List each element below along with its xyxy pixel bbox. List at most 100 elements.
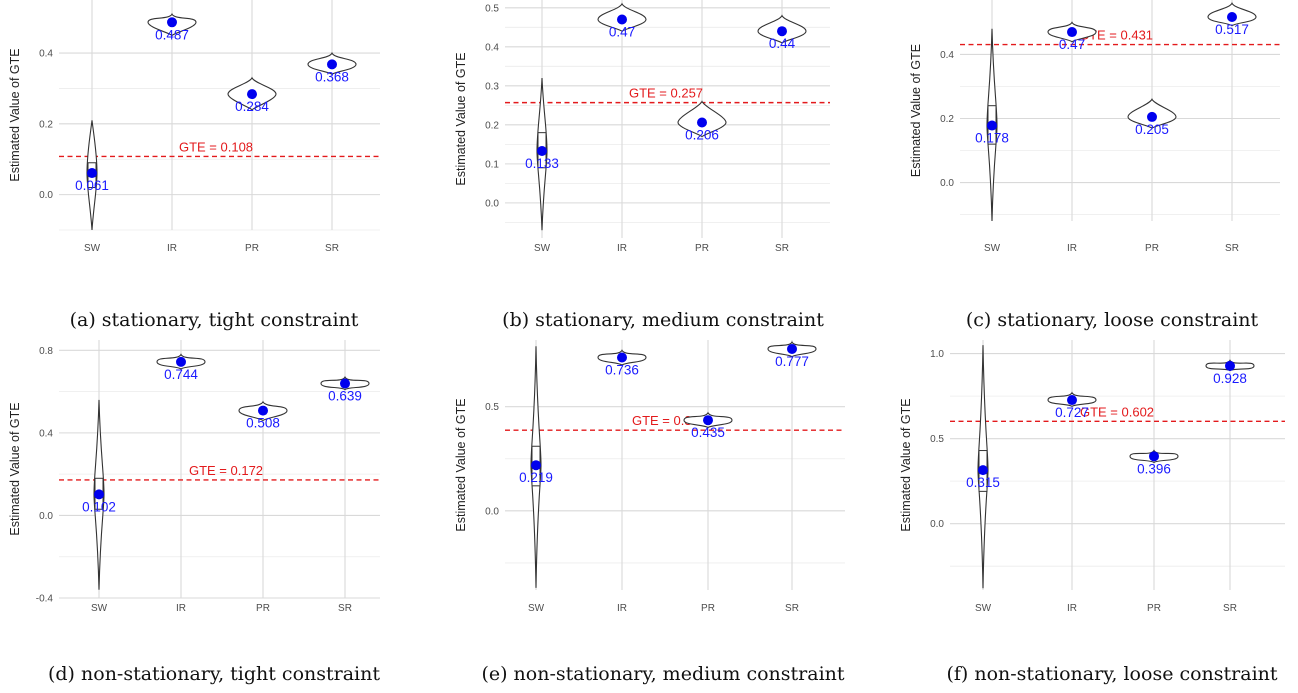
gte-label: GTE = 0.257 (629, 86, 703, 101)
mean-label-PR: 0.435 (691, 425, 725, 440)
mean-point-PR (1147, 111, 1157, 122)
mean-label-IR: 0.744 (164, 367, 198, 382)
y-tick-label: 0.8 (39, 346, 53, 357)
mean-point-SW (978, 465, 988, 476)
mean-label-SW: 0.315 (966, 475, 1000, 490)
mean-label-SR: 0.639 (328, 389, 362, 404)
y-tick-label: 0.5 (930, 434, 944, 445)
mean-label-SW: 0.178 (975, 131, 1009, 146)
panel-1: 0.0 0.1 0.2 0.3 0.4 0.5 GTE = 0.257 0.133 SW 0.47… (454, 0, 830, 331)
mean-point-IR (617, 352, 627, 363)
mean-point-SR (1227, 11, 1237, 22)
y-tick-label: 0.0 (39, 190, 53, 201)
mean-label-PR: 0.396 (1137, 461, 1171, 476)
gte-label: GTE = 0.602 (1080, 404, 1154, 419)
panel-5: 0.0 0.5 1.0 GTE = 0.602 0.315 SW 0.727 IR 0.396 P… (899, 340, 1285, 685)
mean-label-IR: 0.727 (1055, 405, 1089, 420)
gte-label: GTE = 0.431 (1079, 28, 1153, 43)
x-tick-label: SW (91, 603, 108, 614)
mean-point-PR (703, 415, 713, 426)
y-tick-label: 0.4 (39, 49, 53, 60)
y-tick-label: -0.4 (36, 594, 54, 605)
mean-point-PR (697, 117, 707, 128)
x-tick-label: PR (256, 603, 270, 614)
x-tick-label: SR (1223, 603, 1237, 614)
x-tick-label: IR (617, 243, 627, 254)
panel-0: 0.0 0.2 0.4 GTE = 0.108 0.061 SW 0.487 IR 0.284 P… (8, 0, 380, 331)
mean-label-SW: 0.133 (525, 156, 559, 171)
panel-2: 0.0 0.2 0.4 GTE = 0.431 0.178 SW 0.47 IR 0.205 PR… (909, 0, 1280, 331)
y-tick-label: 0.0 (485, 506, 499, 517)
mean-point-SR (1225, 360, 1235, 371)
mean-label-PR: 0.508 (246, 416, 280, 431)
mean-point-PR (258, 405, 268, 416)
mean-label-IR: 0.47 (1059, 37, 1085, 52)
mean-point-SW (987, 120, 997, 131)
x-tick-label: SR (1225, 243, 1239, 254)
y-tick-label: 0.0 (39, 511, 53, 522)
x-tick-label: SW (984, 243, 1001, 254)
mean-point-IR (1067, 395, 1077, 406)
x-tick-label: IR (1067, 603, 1077, 614)
x-tick-label: PR (695, 243, 709, 254)
mean-point-IR (167, 17, 177, 28)
mean-label-PR: 0.284 (235, 99, 269, 114)
gte-label: GTE = 0.172 (189, 463, 263, 478)
y-tick-label: 0.0 (485, 198, 499, 209)
panel-caption: (b) stationary, medium constraint (502, 309, 824, 331)
mean-label-SW: 0.061 (75, 178, 109, 193)
gte-label: GTE = 0.108 (179, 139, 253, 154)
mean-label-SR: 0.517 (1215, 22, 1249, 37)
y-axis-label: Estimated Value of GTE (454, 52, 468, 185)
mean-point-IR (617, 14, 627, 25)
panel-caption: (d) non-stationary, tight constraint (48, 663, 380, 685)
y-tick-label: 0.2 (39, 119, 53, 130)
panel-caption: (a) stationary, tight constraint (70, 309, 359, 331)
panel-caption: (f) non-stationary, loose constraint (946, 663, 1277, 685)
y-tick-label: 0.4 (39, 428, 53, 439)
x-tick-label: PR (245, 243, 259, 254)
x-tick-label: IR (176, 603, 186, 614)
x-tick-label: SR (785, 603, 799, 614)
mean-point-SR (777, 26, 787, 37)
mean-point-SR (340, 378, 350, 389)
mean-label-SR: 0.777 (775, 354, 809, 369)
mean-label-PR: 0.206 (685, 128, 719, 143)
mean-label-IR: 0.487 (155, 27, 189, 42)
mean-point-SW (531, 460, 541, 471)
mean-label-SR: 0.928 (1213, 371, 1247, 386)
mean-point-IR (176, 356, 186, 367)
y-axis-label: Estimated Value of GTE (8, 402, 22, 535)
mean-label-SR: 0.368 (315, 69, 349, 84)
x-tick-label: SW (528, 603, 545, 614)
mean-point-PR (247, 89, 257, 100)
mean-label-PR: 0.205 (1135, 122, 1169, 137)
mean-point-SR (787, 343, 797, 354)
x-tick-label: PR (1145, 243, 1159, 254)
x-tick-label: SW (84, 243, 101, 254)
y-tick-label: 1.0 (930, 349, 944, 360)
y-tick-label: 0.0 (930, 519, 944, 530)
x-tick-label: SW (534, 243, 551, 254)
mean-point-SW (94, 489, 104, 500)
y-axis-label: Estimated Value of GTE (899, 398, 913, 531)
y-axis-label: Estimated Value of GTE (454, 398, 468, 531)
y-axis-label: Estimated Value of GTE (909, 44, 923, 177)
x-tick-label: IR (1067, 243, 1077, 254)
mean-point-PR (1149, 451, 1159, 462)
panel-caption: (c) stationary, loose constraint (966, 309, 1259, 331)
x-tick-label: PR (701, 603, 715, 614)
x-tick-label: IR (617, 603, 627, 614)
x-tick-label: SR (325, 243, 339, 254)
mean-label-IR: 0.736 (605, 363, 639, 378)
y-tick-label: 0.5 (485, 3, 499, 14)
mean-point-SW (87, 168, 97, 179)
panel-caption: (e) non-stationary, medium constraint (481, 663, 844, 685)
mean-label-IR: 0.47 (609, 25, 635, 40)
x-tick-label: SR (775, 243, 789, 254)
panel-3: -0.4 0.0 0.4 0.8 GTE = 0.172 0.102 SW 0.744 IR 0.… (8, 340, 380, 685)
x-tick-label: SW (975, 603, 992, 614)
y-tick-label: 0.1 (485, 159, 499, 170)
y-tick-label: 0.2 (485, 120, 499, 131)
